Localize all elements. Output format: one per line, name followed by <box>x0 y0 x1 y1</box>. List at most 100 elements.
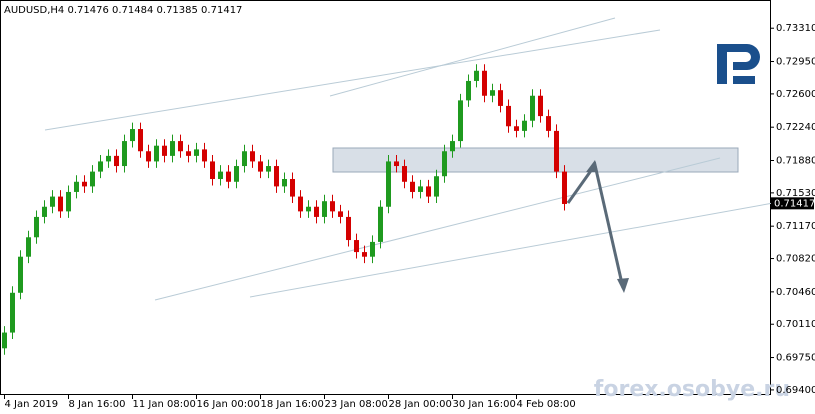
y-tick-label: 0.69750 <box>776 353 815 364</box>
y-tick-label: 0.72240 <box>776 122 815 133</box>
candle-body <box>546 116 551 131</box>
candle-body <box>354 240 359 253</box>
candle-body <box>370 241 375 257</box>
y-tick-label: 0.73310 <box>776 23 815 34</box>
y-tick-label: 0.71880 <box>776 155 815 166</box>
candle-body <box>466 80 471 101</box>
candle-body <box>498 90 503 106</box>
candle-body <box>98 161 103 172</box>
candle-body <box>482 70 487 96</box>
last-price-box <box>771 197 814 210</box>
candle-body <box>554 130 559 172</box>
candle-body <box>42 206 47 217</box>
candle-body <box>170 141 175 156</box>
candle-body <box>378 206 383 242</box>
candle-body <box>362 252 367 257</box>
candle-body <box>522 120 527 131</box>
candle-body <box>298 196 303 212</box>
x-tick-label: 30 Jan 16:00 <box>453 399 516 410</box>
candle-body <box>394 161 399 167</box>
candle-body <box>226 171 231 182</box>
candle-body <box>434 176 439 197</box>
candle-body <box>154 145 159 162</box>
candle-body <box>130 129 135 142</box>
candle-body <box>274 166 279 187</box>
candle-body <box>210 161 215 179</box>
logo <box>717 44 760 84</box>
candle-body <box>178 141 183 152</box>
candle-body <box>530 95 535 121</box>
candle-body <box>90 171 95 187</box>
candle-body <box>18 256 23 293</box>
candle-body <box>186 151 191 156</box>
candle-body <box>74 181 79 192</box>
x-tick-label: 18 Jan 16:00 <box>261 399 324 410</box>
candle-body <box>458 100 463 142</box>
y-tick-label: 0.71170 <box>776 221 815 232</box>
candle-body <box>234 166 239 182</box>
candle-body <box>162 145 167 156</box>
candle-body <box>66 191 71 212</box>
candle-body <box>106 155 111 162</box>
x-tick-label: 23 Jan 08:00 <box>325 399 388 410</box>
y-tick-label: 0.70820 <box>776 254 815 265</box>
candle-body <box>338 211 343 217</box>
candle-body <box>402 166 407 182</box>
candle-body <box>474 70 479 81</box>
y-tick-label: 0.69400 <box>776 385 815 396</box>
candle-body <box>322 201 327 217</box>
candle-body <box>2 332 7 349</box>
x-tick-label: 11 Jan 08:00 <box>133 399 196 410</box>
candle-body <box>266 166 271 172</box>
x-tick-label: 16 Jan 00:00 <box>197 399 260 410</box>
candle-body <box>450 141 455 152</box>
x-tick-label: 4 Feb 08:00 <box>517 399 576 410</box>
y-tick-label: 0.70460 <box>776 287 815 298</box>
candle-body <box>562 171 567 204</box>
candle-body <box>418 186 423 192</box>
candle-body <box>506 105 511 127</box>
candle-body <box>122 141 127 167</box>
watermark: forex.osobye.ru <box>594 377 790 402</box>
last-price-label: 0.71417 <box>774 198 815 209</box>
x-tick-label: 8 Jan 16:00 <box>69 399 126 410</box>
candle-body <box>194 149 199 156</box>
plot-frame <box>0 0 771 395</box>
candle-body <box>146 151 151 162</box>
y-tick-label: 0.72950 <box>776 57 815 68</box>
chart-title: AUDUSD,H4 0.71476 0.71484 0.71385 0.7141… <box>4 5 242 16</box>
candle-body <box>82 181 87 187</box>
candle-body <box>306 206 311 212</box>
candle-body <box>242 151 247 167</box>
candle-body <box>218 171 223 179</box>
candle-body <box>138 129 143 152</box>
x-tick-label: 4 Jan 2019 <box>5 399 59 410</box>
candle-body <box>114 155 119 167</box>
candle-body <box>58 196 63 212</box>
y-tick-label: 0.71530 <box>776 188 815 199</box>
candle-body <box>10 292 15 333</box>
candle-body <box>490 90 495 96</box>
candle-body <box>426 186 431 197</box>
candle-body <box>314 206 319 217</box>
candle-body <box>514 126 519 131</box>
candle-body <box>34 216 39 238</box>
candle-body <box>50 196 55 207</box>
candle-body <box>258 161 263 172</box>
candle-body <box>410 181 415 192</box>
candle-body <box>346 216 351 241</box>
y-tick-label: 0.70110 <box>776 319 815 330</box>
candle-body <box>202 149 207 162</box>
candle-body <box>442 151 447 177</box>
candle-body <box>26 237 31 257</box>
y-tick-label: 0.72600 <box>776 89 815 100</box>
candle-body <box>330 201 335 212</box>
x-tick-label: 28 Jan 00:00 <box>389 399 452 410</box>
candle-body <box>538 95 543 117</box>
analysis-drawings <box>44 17 791 301</box>
candle-body <box>290 178 295 197</box>
candle-body <box>386 161 391 207</box>
candle-body <box>250 151 255 162</box>
candle-body <box>282 178 287 187</box>
